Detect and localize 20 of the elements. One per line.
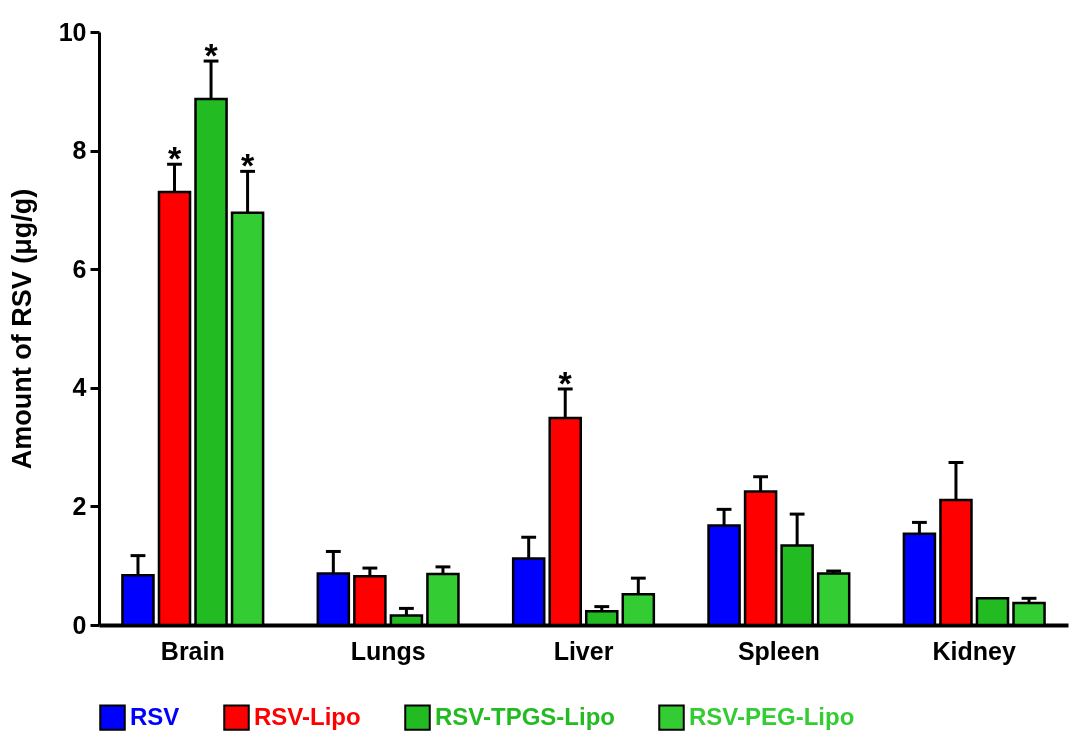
y-tick-label: 10 <box>58 17 87 46</box>
y-tick-label: 0 <box>72 610 87 639</box>
x-tick-label: Kidney <box>932 636 1016 665</box>
annotation: * <box>204 36 219 75</box>
x-tick-label: Brain <box>160 636 225 665</box>
legend-label: RSV-TPGS-Lipo <box>435 702 615 730</box>
y-tick-label: 8 <box>72 136 87 165</box>
annotation: * <box>558 363 573 402</box>
annotation: * <box>167 139 182 178</box>
y-tick-label: 4 <box>72 373 87 402</box>
legend-label: RSV <box>130 702 180 730</box>
x-tick-label: Lungs <box>350 636 426 665</box>
y-tick-label: 2 <box>72 491 87 520</box>
annotation: * <box>240 146 255 185</box>
legend-label: RSV-Lipo <box>254 702 361 730</box>
y-axis-title: Amount of RSV (μg/g) <box>6 188 37 470</box>
y-tick-label: 6 <box>72 254 87 283</box>
x-tick-label: Liver <box>553 636 614 665</box>
x-tick-label: Spleen <box>737 636 820 665</box>
legend-label: RSV-PEG-Lipo <box>689 702 855 730</box>
